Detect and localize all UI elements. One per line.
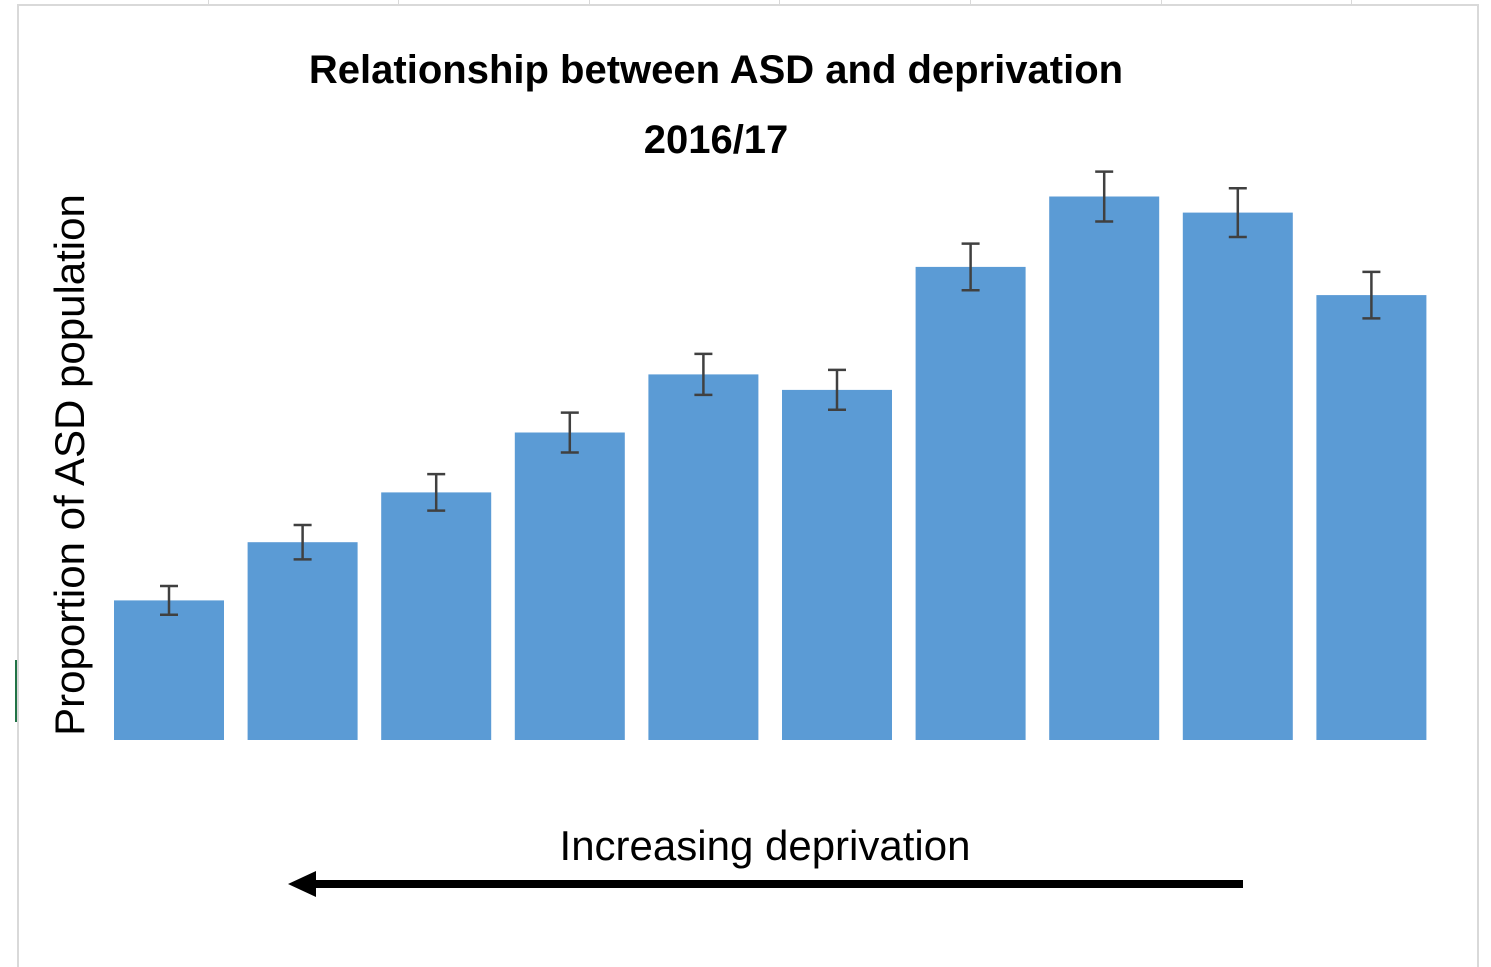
error-bar-6 [828,368,846,412]
sheet-gridline [208,0,209,4]
bar-7 [915,266,1026,740]
y-axis-label: Proportion of ASD population [46,194,93,736]
sheet-gridline [1351,0,1352,4]
error-bar-series [160,170,1381,617]
error-bar-7 [961,242,980,292]
sheet-gridline-strip [0,0,1491,4]
bar-3 [381,492,492,740]
bar-8 [1049,196,1160,740]
sheet-selection-marker [15,660,17,722]
deprivation-annotation: Increasing deprivation [560,822,971,869]
bar-series [114,196,1427,741]
sheet-gridline [398,0,399,4]
chart-title-line-1: Relationship between ASD and deprivation [309,48,1123,92]
error-bar-10 [1362,270,1381,320]
bar-10 [1316,295,1427,740]
chart-title-line-2: 2016/17 [644,118,789,162]
error-bar-2 [293,523,312,561]
bar-4 [514,432,625,740]
deprivation-arrow [288,871,1243,897]
sheet-gridline [779,0,780,4]
arrow-head [288,871,316,897]
chart-area[interactable] [17,4,1479,967]
error-bar-8 [1095,170,1114,223]
sheet-gridline [589,0,590,4]
error-bar-3 [427,472,446,512]
sheet-gridline [1161,0,1162,4]
error-bar-1 [160,584,178,617]
error-bar-5 [694,352,713,397]
bar-2 [247,542,358,740]
error-bar-4 [560,411,579,454]
bar-9 [1182,212,1293,741]
bar-6 [782,389,892,740]
bar-5 [648,374,759,740]
sheet-gridline [970,0,971,4]
error-bar-9 [1228,186,1247,239]
bar-1 [114,600,224,740]
